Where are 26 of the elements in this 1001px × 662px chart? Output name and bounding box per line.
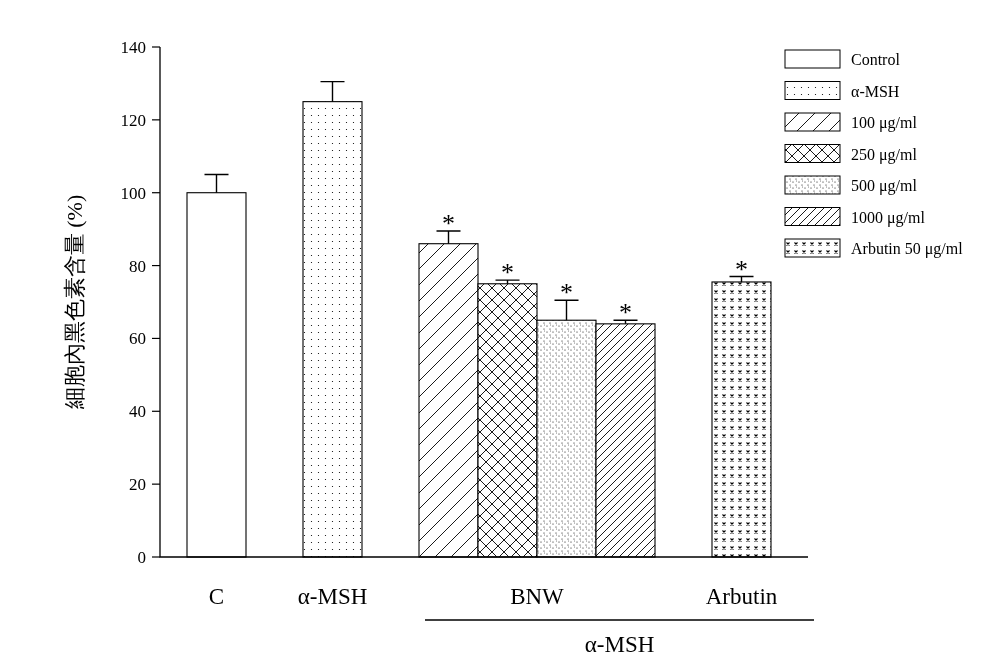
data-label: * <box>501 258 514 288</box>
legend-label: 1000 μg/ml <box>851 208 926 227</box>
y-axis-title: 細胞內黑色素含量 (%) <box>62 194 87 411</box>
data-label: * <box>442 208 455 238</box>
legend-label: Arbutin 50 μg/ml <box>851 240 964 258</box>
data-label: * <box>560 278 573 308</box>
legend-label: 500 μg/ml <box>851 177 918 195</box>
y-tick-label: 80 <box>129 256 146 276</box>
y-tick-label: 120 <box>120 110 146 130</box>
text: α-MSH <box>584 632 655 657</box>
x-tick-label: BNW <box>510 584 565 609</box>
y-tick-label: 100 <box>120 183 146 203</box>
x-tick-label: C <box>208 584 225 609</box>
legend-label: Control <box>851 51 901 68</box>
y-tick-label: 40 <box>129 402 146 422</box>
y-tick-label: 60 <box>129 329 146 349</box>
legend-label: 100 μg/ml <box>851 114 918 132</box>
x-tick-label: Arbutin <box>705 584 778 609</box>
y-tick-label: 20 <box>129 475 146 495</box>
data-label: * <box>619 298 632 328</box>
legend-label: 250 μg/ml <box>851 145 918 164</box>
x-tick-label: α-MSH <box>297 584 368 609</box>
y-tick-label: 140 <box>120 38 146 57</box>
data-label: * <box>735 254 748 284</box>
legend-label: α-MSH <box>851 82 900 100</box>
y-tick-label: 0 <box>137 548 146 567</box>
